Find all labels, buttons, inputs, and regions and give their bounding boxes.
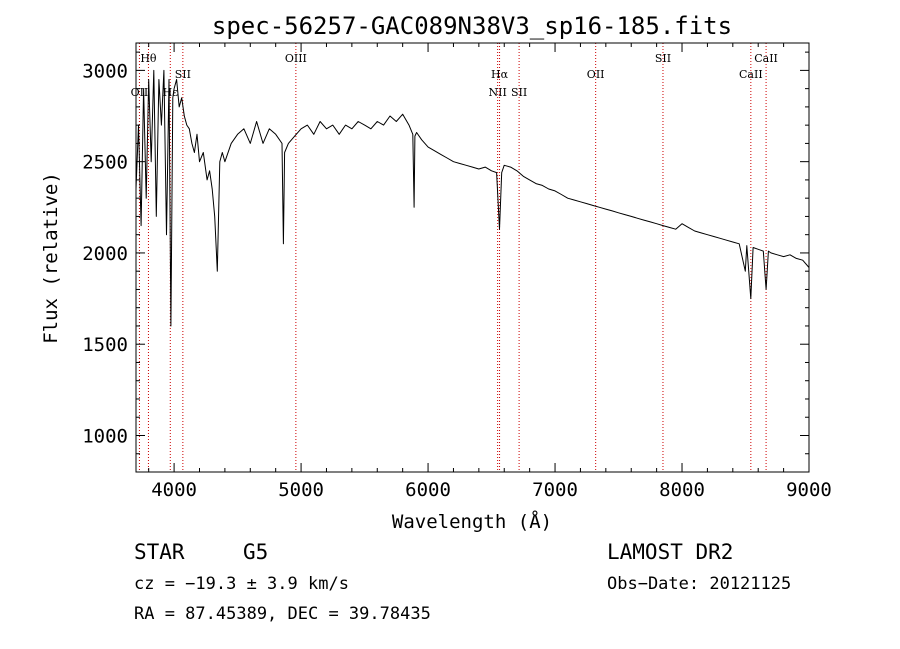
spectral-line-label: CaII	[754, 52, 778, 65]
x-tick-label: 5000	[278, 479, 324, 501]
spectrum-line	[135, 69, 810, 327]
x-axis-ticks: 4000 5000 6000 7000 8000 9000	[148, 43, 832, 501]
redshift-info: cz = −19.3 ± 3.9 km/s	[134, 574, 349, 594]
spectral-line-label: SII	[511, 86, 527, 99]
spectral-line-label: CaII	[739, 68, 763, 81]
x-tick-label: 8000	[659, 479, 705, 501]
spectral-line-label: SII	[655, 52, 671, 65]
x-tick-label: 7000	[532, 479, 578, 501]
y-tick-label: 2500	[82, 152, 128, 174]
spectral-line-label: Hε	[163, 86, 179, 99]
y-tick-label: 2000	[82, 243, 128, 265]
survey-name: LAMOST DR2	[607, 540, 733, 564]
coordinates: RA = 87.45389, DEC = 39.78435	[134, 604, 431, 624]
x-tick-label: 6000	[405, 479, 451, 501]
x-tick-label: 9000	[786, 479, 832, 501]
spectral-line-label: OII	[587, 68, 605, 81]
y-tick-label: 1500	[82, 334, 128, 356]
spectral-line-label: Hα	[491, 68, 509, 81]
x-axis-label: Wavelength (Å)	[392, 510, 552, 533]
y-axis-ticks: 1000 1500 2000 2500 3000	[82, 51, 809, 455]
spectrum-series	[135, 69, 810, 327]
spectral-line-label: Hθ	[140, 52, 157, 65]
spectral-line-label: NII	[488, 86, 506, 99]
object-subclass: G5	[243, 540, 268, 564]
spectral-line-label: SII	[175, 68, 191, 81]
object-class: STAR	[134, 540, 185, 564]
y-tick-label: 1000	[82, 425, 128, 447]
plot-frame	[135, 42, 810, 473]
y-axis-label: Flux (relative)	[40, 172, 62, 344]
observation-date: Obs−Date: 20121125	[607, 574, 791, 594]
y-tick-label: 3000	[82, 60, 128, 82]
spectral-line-label: OII	[131, 86, 149, 99]
x-tick-label: 4000	[151, 479, 197, 501]
spectral-line-label: OIII	[285, 52, 307, 65]
chart-title: spec-56257-GAC089N38V3_sp16-185.fits	[212, 12, 732, 40]
